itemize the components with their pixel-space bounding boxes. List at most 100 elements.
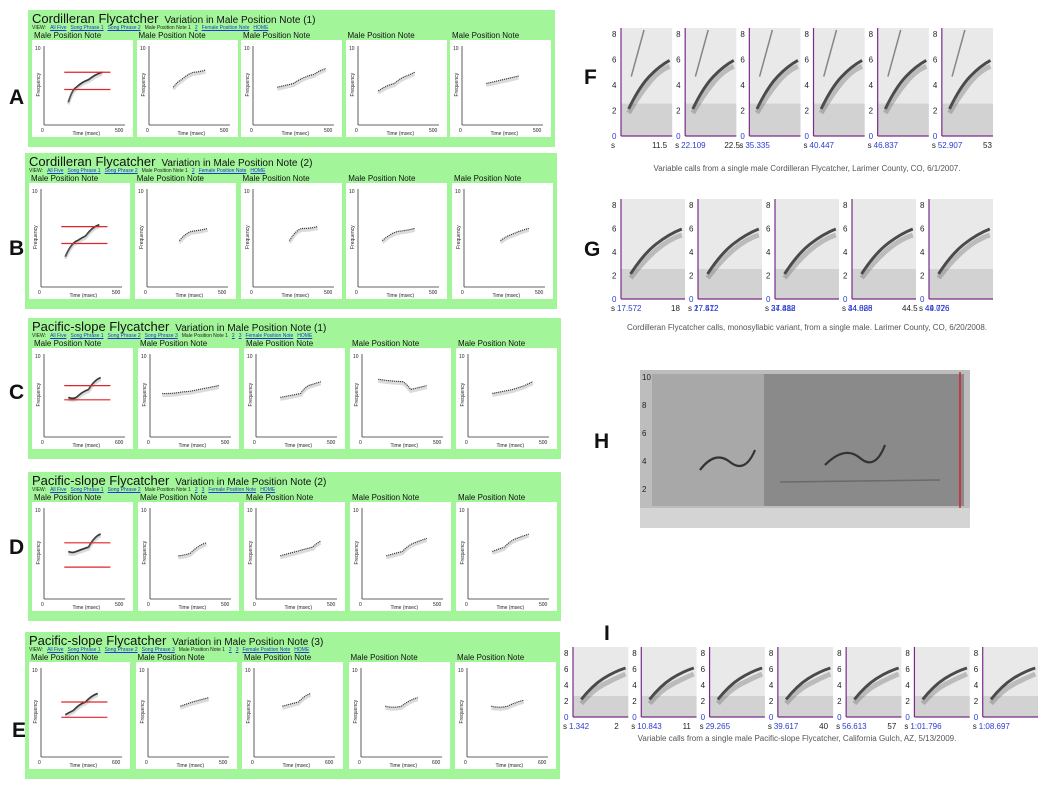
call-trace [989, 666, 1036, 701]
nav-link[interactable]: Song Phrase 3 [144, 333, 178, 339]
nav-link[interactable]: HOME [297, 333, 313, 339]
plot-label: Male Position Note [458, 339, 526, 348]
s-label: s [688, 304, 692, 313]
x-zero-label: 0 [355, 290, 358, 296]
call-trace-shadow [936, 232, 991, 280]
trace [67, 533, 102, 554]
male-position-note-plot: Male Position Note 10 0 500 Time (msec) Frequ… [345, 31, 447, 137]
time-label: 40.447 [810, 141, 835, 150]
y-tick-label: 4 [843, 248, 848, 257]
first-end-label: 11.5 [652, 141, 668, 150]
nav-link[interactable]: All Five [47, 647, 64, 653]
y-tick-label: 4 [612, 248, 617, 257]
nav-link[interactable]: 2 [191, 168, 195, 174]
nav-link[interactable]: Female Position Note [245, 333, 294, 339]
plot-svg: 10 0 500 Time (msec) Frequency [244, 189, 334, 299]
y-tick-label: 2 [632, 697, 637, 706]
s-label: s [611, 304, 615, 313]
nav-link[interactable]: Song Phrase 2 [104, 168, 138, 174]
plot-label: Male Position Note [454, 174, 522, 183]
x-axis-label: Time (msec) [285, 443, 313, 449]
y-tick-label: 4 [612, 81, 617, 90]
trace-shadow [384, 698, 418, 711]
y-tick-label: 4 [905, 681, 910, 690]
y-tick-label: 8 [632, 649, 637, 658]
nav-link[interactable]: Song Phrase 1 [67, 168, 101, 174]
x-max-label: 500 [115, 128, 124, 134]
y-tick-label: 8 [843, 201, 848, 210]
trace-shadow [67, 534, 102, 556]
plot-label: Male Position Note [350, 653, 418, 662]
nav-link[interactable]: Song Phrase 2 [104, 647, 138, 653]
trace-shadow [67, 378, 102, 402]
nav-link[interactable]: Song Phrase 1 [67, 647, 101, 653]
y-axis-label: Frequency [460, 540, 466, 564]
plot-svg: 10 0 600 Time (msec) Frequency [35, 354, 125, 449]
noise-band [641, 696, 697, 717]
male-position-note-plot: Male Position Note 10 0 500 Time (msec) Frequ… [240, 174, 342, 299]
nav-link[interactable]: 2 [194, 487, 198, 493]
trace [386, 537, 427, 557]
x-axis-label: Time (msec) [177, 131, 205, 137]
plot-label: Male Position Note [243, 31, 311, 40]
upsweep [823, 29, 838, 77]
nav-link[interactable]: All Five [50, 487, 67, 493]
trace-shadow [64, 694, 99, 719]
nav-link[interactable]: HOME [294, 647, 310, 653]
nav-link[interactable]: Song Phrase 2 [107, 25, 141, 31]
nav-link[interactable]: Song Phrase 1 [70, 25, 104, 31]
male-position-note-plot: Male Position Note 10 0 500 Time (msec) Frequ… [138, 339, 239, 449]
nav-link[interactable]: Female Position Note [208, 487, 257, 493]
nav-link[interactable]: Song Phrase 2 [107, 333, 141, 339]
nav-link[interactable]: HOME [250, 168, 266, 174]
nav-link[interactable]: Song Phrase 3 [141, 647, 175, 653]
nav-link[interactable]: 3 [235, 647, 239, 653]
y-axis-label: Frequency [33, 225, 39, 249]
nav-link[interactable]: Song Phrase 2 [107, 487, 141, 493]
nav-link[interactable]: 2 [231, 333, 235, 339]
y-tick-label: 8 [642, 401, 647, 410]
nav-link[interactable]: Song Phrase 1 [70, 333, 104, 339]
y-axis-label: Frequency [36, 540, 42, 564]
time-label: 46.837 [874, 141, 899, 150]
y-tick-label: 4 [676, 81, 681, 90]
nav-link[interactable]: 2 [228, 647, 232, 653]
y-tick-label: 0 [676, 132, 681, 141]
trace-shadow [287, 227, 318, 244]
mid-end-label: 22.5 [724, 141, 740, 150]
trace-shadow [281, 694, 312, 710]
y-axis-label: Frequency [33, 699, 39, 723]
y-max-label: 10 [455, 189, 461, 195]
nav-link[interactable]: Female Position Note [201, 25, 250, 31]
y-tick-label: 4 [769, 681, 774, 690]
nav-link[interactable]: HOME [260, 487, 276, 493]
x-max-label: 500 [112, 290, 121, 296]
species-name: Cordilleran Flycatcher [29, 154, 156, 169]
x-zero-label: 0 [147, 602, 150, 608]
plot-svg: 10 0 500 Time (msec) Frequency [349, 46, 439, 137]
nav-link[interactable]: Song Phrase 1 [70, 487, 104, 493]
plot-svg: 10 0 500 Time (msec) Frequency [453, 46, 543, 137]
nav-link[interactable]: All Five [47, 168, 64, 174]
male-position-note-plot: Male Position Note 10 0 600 Time (msec) Frequ… [32, 339, 133, 449]
x-axis-label: Time (msec) [391, 605, 419, 611]
end-time-label: 40 [819, 722, 828, 731]
nav-link[interactable]: 2 [194, 25, 198, 31]
nav-link[interactable]: 3 [238, 333, 242, 339]
male-position-note-plot: Male Position Note 10 0 500 Time (msec) Frequ… [241, 31, 342, 137]
x-zero-label: 0 [147, 440, 150, 446]
plot-svg: 10 0 500 Time (msec) Frequency [32, 189, 122, 299]
nav-link[interactable]: Female Position Note [198, 168, 247, 174]
nav-link[interactable]: All Five [50, 25, 67, 31]
nav-link[interactable]: All Five [50, 333, 67, 339]
nav-link[interactable]: Female Position Note [242, 647, 291, 653]
plot-svg: 10 0 600 Time (msec) Frequency [352, 668, 442, 769]
noise-band [777, 696, 834, 717]
y-axis-label: Frequency [456, 225, 462, 249]
y-max-label: 10 [459, 354, 465, 360]
nav-link[interactable]: HOME [253, 25, 269, 31]
nav-link[interactable]: 3 [201, 487, 205, 493]
y-tick-label: 4 [642, 457, 647, 466]
plot-svg: 10 0 500 Time (msec) Frequency [35, 46, 125, 137]
x-max-label: 500 [221, 440, 230, 446]
